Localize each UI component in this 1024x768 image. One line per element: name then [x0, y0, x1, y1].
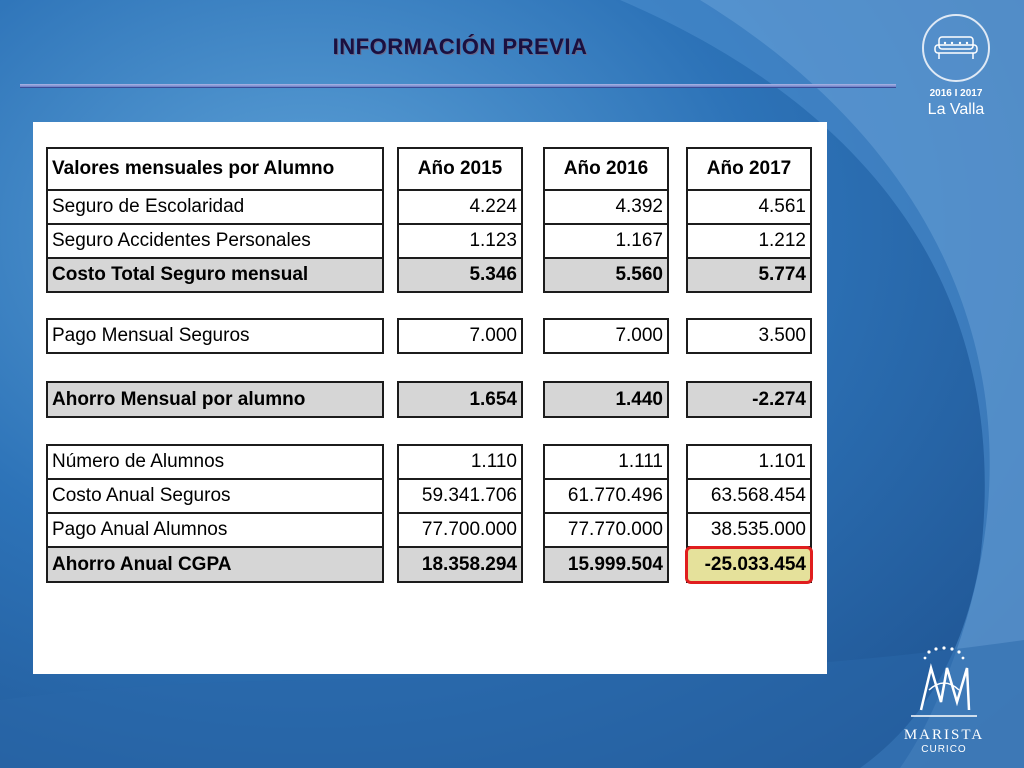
row-label: Seguro de Escolaridad	[46, 189, 384, 225]
header-2016: Año 2016	[543, 147, 669, 191]
value-2017: 63.568.454	[686, 478, 812, 514]
value-2016: 1.167	[543, 223, 669, 259]
row-label: Costo Anual Seguros	[46, 478, 384, 514]
value-2017: 1.101	[686, 444, 812, 480]
marista-city: CURICO	[921, 744, 967, 755]
value-2015: 5.346	[397, 257, 523, 293]
value-2015: 1.654	[397, 381, 523, 418]
value-2017: 38.535.000	[686, 512, 812, 548]
value-2015: 7.000	[397, 318, 523, 354]
header-concept: Valores mensuales por Alumno	[46, 147, 384, 191]
value-2016: 77.770.000	[543, 512, 669, 548]
value-2015: 77.700.000	[397, 512, 523, 548]
row-label: Ahorro Anual CGPA	[46, 546, 384, 583]
row-label: Número de Alumnos	[46, 444, 384, 480]
row-label: Seguro Accidentes Personales	[46, 223, 384, 259]
header-2017: Año 2017	[686, 147, 812, 191]
value-2016: 1.440	[543, 381, 669, 418]
value-2017: 3.500	[686, 318, 812, 354]
value-2017: 5.774	[686, 257, 812, 293]
row-label: Costo Total Seguro mensual	[46, 257, 384, 293]
highlight-outline	[685, 546, 813, 584]
logo-years: 2016 I 2017	[929, 88, 983, 99]
value-2017: 4.561	[686, 189, 812, 225]
table-panel: Valores mensuales por Alumno Año 2015 Añ…	[33, 122, 827, 674]
value-2015: 1.123	[397, 223, 523, 259]
marista-name: MARISTA	[903, 727, 985, 743]
value-2017: -2.274	[686, 381, 812, 418]
value-2016: 61.770.496	[543, 478, 669, 514]
logo-place: La Valla	[927, 101, 985, 118]
marista-logo: MARISTA CURICO	[894, 640, 994, 755]
value-2015: 1.110	[397, 444, 523, 480]
title-divider	[20, 84, 896, 88]
value-2016: 1.111	[543, 444, 669, 480]
value-2015: 4.224	[397, 189, 523, 225]
row-label: Pago Anual Alumnos	[46, 512, 384, 548]
sofa-icon	[922, 14, 990, 82]
value-2015: 18.358.294	[397, 546, 523, 583]
value-2015: 59.341.706	[397, 478, 523, 514]
page-title: INFORMACIÓN PREVIA	[332, 34, 588, 59]
la-valla-logo: 2016 I 2017 La Valla	[918, 14, 994, 119]
value-2016: 5.560	[543, 257, 669, 293]
value-2017: 1.212	[686, 223, 812, 259]
row-label: Ahorro Mensual por alumno	[46, 381, 384, 418]
row-label: Pago Mensual Seguros	[46, 318, 384, 354]
am-monogram-icon	[911, 646, 977, 717]
value-2016: 4.392	[543, 189, 669, 225]
value-2016: 7.000	[543, 318, 669, 354]
header-2015: Año 2015	[397, 147, 523, 191]
value-2016: 15.999.504	[543, 546, 669, 583]
